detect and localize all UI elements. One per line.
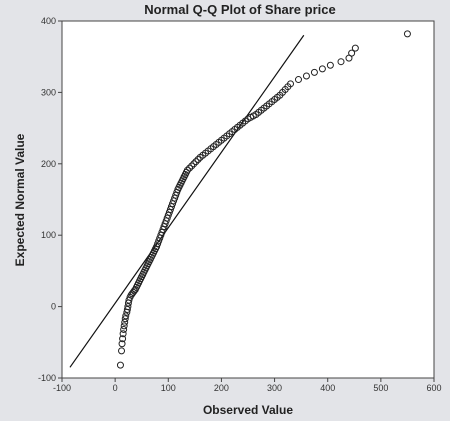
data-point [192, 158, 200, 166]
data-point [403, 30, 411, 38]
reference-line-group [69, 34, 305, 368]
y-tick-label: 0 [51, 302, 56, 312]
data-point [188, 162, 196, 170]
data-point [310, 68, 318, 76]
data-point [190, 160, 198, 168]
data-point [121, 318, 129, 326]
data-point [130, 287, 138, 295]
data-point [348, 49, 356, 57]
data-point [119, 335, 127, 343]
x-tick-label: 500 [373, 383, 388, 393]
data-point [124, 303, 132, 311]
data-point [118, 347, 126, 355]
data-point [121, 315, 129, 323]
data-point [351, 44, 359, 52]
data-point [326, 61, 334, 69]
data-point [116, 361, 124, 369]
y-tick-label: -100 [38, 373, 56, 383]
reference-line [69, 34, 305, 368]
plot-area [61, 20, 435, 379]
y-tick-label: 100 [41, 230, 56, 240]
data-point [302, 72, 310, 80]
data-point [122, 312, 130, 320]
x-tick-label: 300 [267, 383, 282, 393]
data-point [287, 80, 295, 88]
x-tick-label: -100 [53, 383, 71, 393]
data-point [186, 164, 194, 172]
x-axis-label: Observed Value [203, 403, 293, 417]
data-point [183, 166, 191, 174]
y-tick-label: 300 [41, 87, 56, 97]
x-tick-label: 200 [214, 383, 229, 393]
data-point [119, 330, 127, 338]
data-point [337, 58, 345, 66]
data-point [294, 76, 302, 84]
x-tick-label: 0 [113, 383, 118, 393]
data-point [318, 65, 326, 73]
x-tick-label: 100 [161, 383, 176, 393]
x-tick-label: 400 [320, 383, 335, 393]
y-tick-label: 200 [41, 159, 56, 169]
axis-ticks: -100 0 100 200 300 400 500 600 -100 0 100 200 300 400 [38, 16, 442, 393]
data-point [123, 305, 131, 313]
y-axis-label: Expected Normal Value [13, 133, 27, 266]
data-points [116, 30, 411, 369]
data-point [118, 340, 126, 348]
data-point [194, 156, 202, 164]
data-point [120, 325, 128, 333]
x-tick-label: 600 [426, 383, 441, 393]
data-point [120, 322, 128, 330]
y-tick-label: 400 [41, 16, 56, 26]
chart-title: Normal Q-Q Plot of Share price [144, 2, 335, 17]
